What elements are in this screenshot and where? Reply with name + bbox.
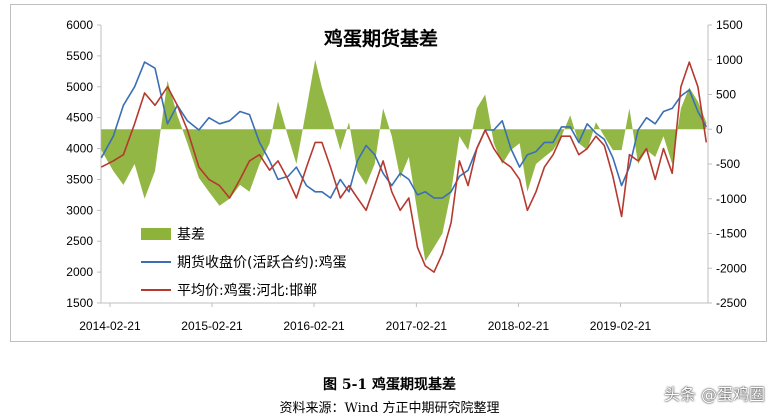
chart-title: 鸡蛋期货基差 <box>323 27 438 50</box>
y-right-tick-label: -1000 <box>716 192 747 206</box>
legend-label: 平均价:鸡蛋:河北:邯郸 <box>177 282 317 299</box>
futures-price-line <box>100 61 708 199</box>
y-right-tick-label: -1500 <box>716 227 747 241</box>
figure-title: 图 5-1 鸡蛋期现基差 <box>322 377 457 393</box>
x-tick-label: 2017-02-21 <box>386 319 448 333</box>
legend-swatch-basis <box>141 228 171 240</box>
x-tick-label: 2018-02-21 <box>488 319 550 333</box>
y-right-tick-label: 1500 <box>716 18 743 32</box>
y-left-tick-label: 6000 <box>66 18 93 32</box>
y-left-tick-label: 5500 <box>66 49 93 63</box>
figure-source: 资料来源：Wind 方正中期研究院整理 <box>279 401 500 416</box>
legend-label: 期货收盘价(活跃合约):鸡蛋 <box>177 254 347 271</box>
y-right-tick-label: -500 <box>716 157 740 171</box>
chart-frame: 1500 2000 2500 3000 3500 4000 4500 5000 5500 6000… <box>10 4 767 342</box>
basis-area-series <box>101 59 707 262</box>
y-left-tick-label: 5000 <box>66 80 93 94</box>
x-tick-label: 2019-02-21 <box>590 319 652 333</box>
y-left-tick-label: 4000 <box>66 142 93 156</box>
x-tick-label: 2016-02-21 <box>283 319 345 333</box>
axes-layer: 1500200025003000350040004500500055006000… <box>66 18 747 333</box>
y-right-tick-label: 500 <box>716 88 736 102</box>
x-tick-label: 2015-02-21 <box>181 319 243 333</box>
legend-label: 基差 <box>177 226 205 243</box>
y-left-tick-label: 4500 <box>66 111 93 125</box>
chart-svg: 1500200025003000350040004500500055006000… <box>66 18 747 333</box>
spot-price-line <box>100 61 708 273</box>
y-left-tick-label: 1500 <box>66 296 93 310</box>
y-left-tick-label: 2000 <box>66 265 93 279</box>
y-left-tick-label: 3000 <box>66 203 93 217</box>
y-right-tick-label: 1000 <box>716 53 743 67</box>
watermark: 头条 @蛋鸡圈 <box>663 385 765 404</box>
y-right-tick-label: -2000 <box>716 261 747 275</box>
y-right-tick-label: -2500 <box>716 296 747 310</box>
y-left-tick-label: 3500 <box>66 172 93 186</box>
x-tick-label: 2014-02-21 <box>79 319 141 333</box>
y-left-tick-label: 2500 <box>66 234 93 248</box>
lines-layer <box>100 61 708 273</box>
y-right-tick-label: 0 <box>716 122 723 136</box>
area-layer <box>101 59 707 262</box>
